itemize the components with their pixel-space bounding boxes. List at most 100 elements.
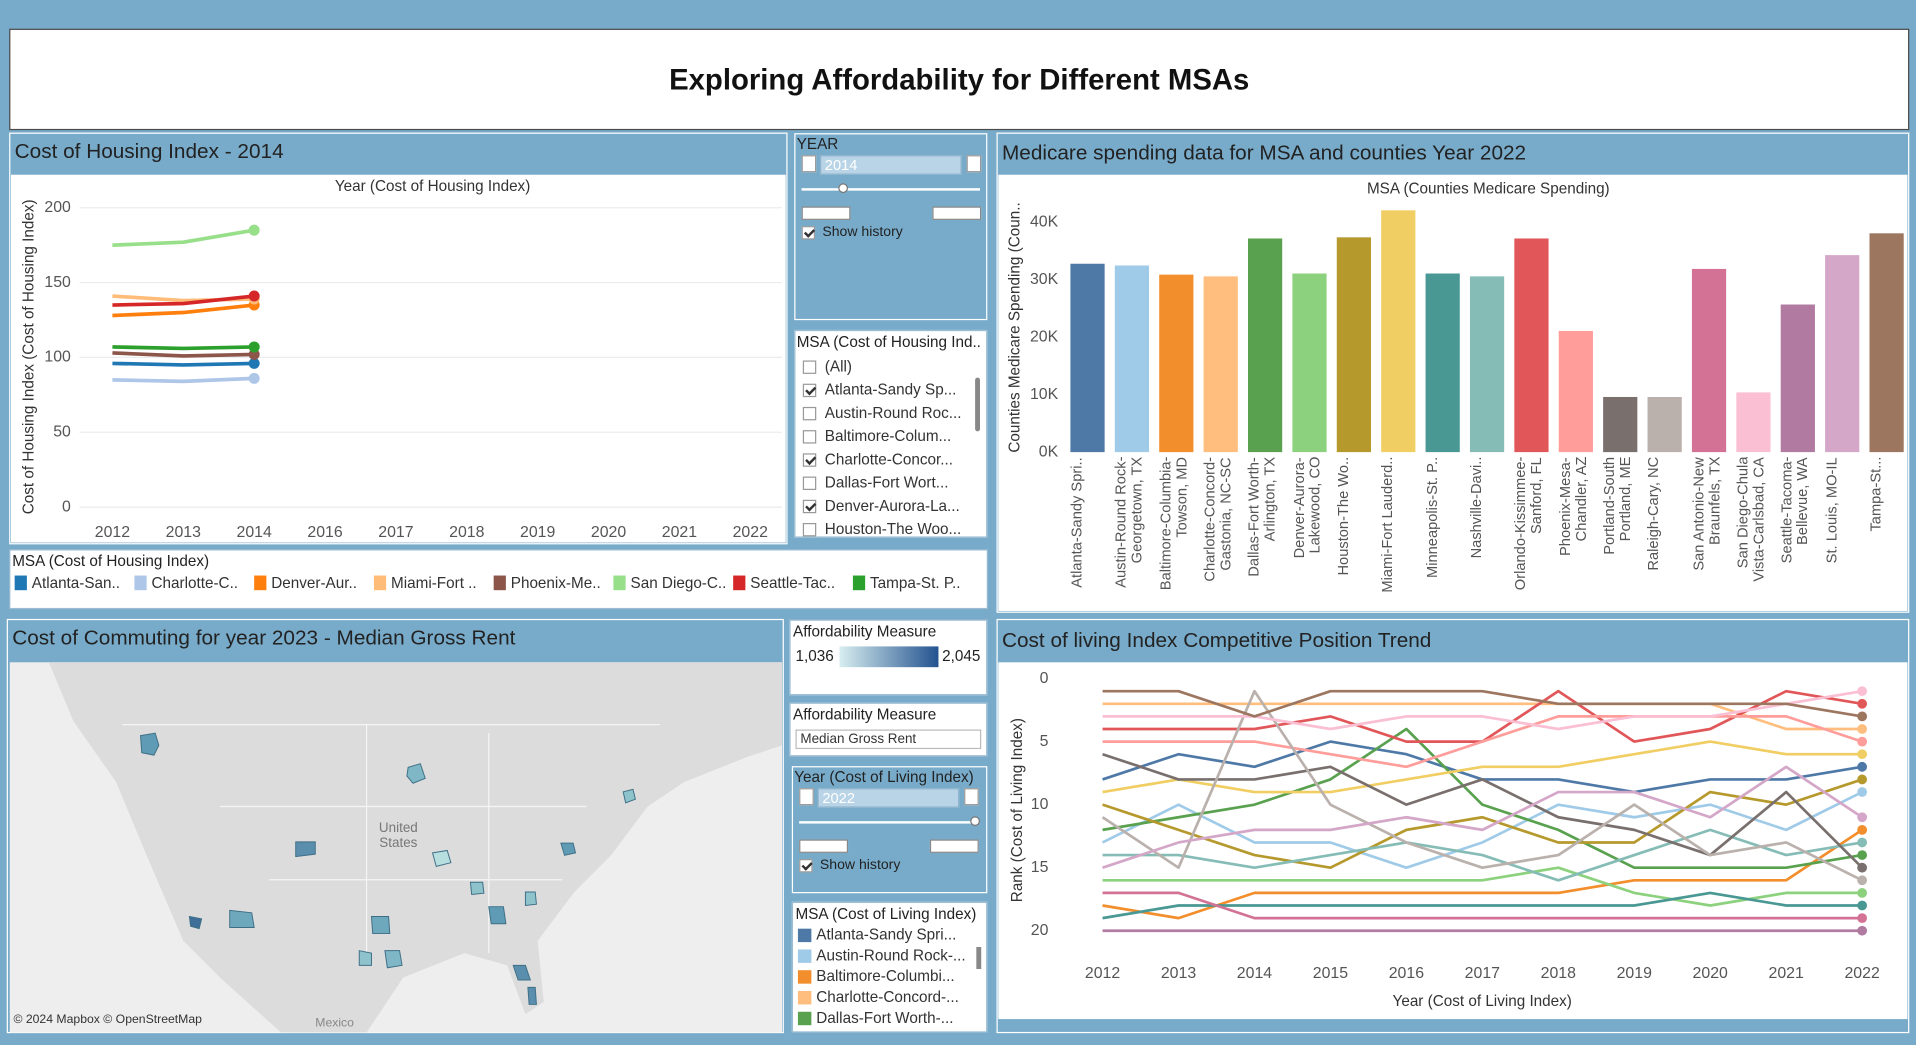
filter-item[interactable]: Houston-The Woo... bbox=[824, 520, 962, 538]
x-tick-label: 2020 bbox=[1693, 965, 1728, 982]
x-tick-label: Atlanta-Sandy Spri.. bbox=[1069, 457, 1086, 588]
legend-label: Dallas-Fort Worth-... bbox=[816, 1009, 954, 1027]
y-tick-label: 40K bbox=[1030, 214, 1059, 231]
filter-item[interactable]: Baltimore-Colum... bbox=[824, 427, 952, 445]
playback-controls[interactable] bbox=[801, 206, 851, 220]
filter-item[interactable]: Dallas-Fort Wort... bbox=[824, 474, 949, 492]
filter-panel: Affordability Measure Median Gross Rent bbox=[789, 702, 988, 757]
end-point bbox=[1857, 686, 1868, 697]
x-tick-label: Austin-Round Rock-Georgetown, TX bbox=[1113, 457, 1146, 589]
map-land bbox=[48, 662, 783, 1033]
legend-label: San Diego-C.. bbox=[631, 575, 727, 592]
msa-region bbox=[140, 732, 160, 756]
filter-title: MSA (Cost of Housing Ind.. bbox=[796, 333, 981, 351]
x-tick-label: 2021 bbox=[662, 524, 697, 541]
y-tick-label: 10K bbox=[1030, 386, 1059, 403]
series-line bbox=[1102, 891, 1863, 920]
series-line bbox=[112, 228, 255, 247]
x-tick-label: 2015 bbox=[1313, 965, 1348, 982]
year-dropdown[interactable]: 2014 bbox=[819, 155, 962, 175]
legend-label: Baltimore-Columbi... bbox=[816, 967, 955, 985]
end-point bbox=[248, 357, 260, 369]
bar bbox=[1691, 268, 1727, 453]
series-line bbox=[1102, 866, 1863, 907]
history-options[interactable] bbox=[929, 839, 979, 853]
filter-checkbox[interactable] bbox=[802, 522, 817, 537]
bar bbox=[1514, 238, 1549, 453]
x-tick-label: 2014 bbox=[236, 524, 271, 541]
msa-region bbox=[358, 950, 372, 966]
filter-checkbox[interactable] bbox=[802, 360, 817, 374]
prev-button[interactable] bbox=[801, 155, 817, 173]
prev-button[interactable] bbox=[799, 788, 814, 806]
panel-body bbox=[998, 662, 1908, 1020]
y-tick-label: 10 bbox=[1031, 796, 1049, 813]
series-line bbox=[112, 361, 255, 367]
filter-checkbox[interactable] bbox=[802, 430, 817, 444]
y-tick-label: 20 bbox=[1031, 922, 1049, 939]
end-point bbox=[1857, 787, 1868, 797]
filter-item[interactable]: Atlanta-Sandy Sp... bbox=[824, 381, 957, 399]
year-dropdown[interactable]: 2022 bbox=[817, 788, 960, 808]
filter-checkbox[interactable] bbox=[802, 406, 817, 421]
filter-checkbox[interactable] bbox=[802, 476, 817, 490]
msa-region bbox=[384, 950, 403, 969]
measure-dropdown[interactable]: Median Gross Rent bbox=[795, 729, 982, 750]
legend-swatch bbox=[373, 575, 387, 591]
filter-item[interactable]: (All) bbox=[824, 358, 852, 376]
bar bbox=[1247, 238, 1283, 453]
filter-panel: Year (Cost of Living Index) 2022 Show hist… bbox=[791, 766, 988, 894]
legend-label: Denver-Aur.. bbox=[271, 575, 357, 592]
y-tick-label: 30K bbox=[1030, 271, 1059, 288]
x-tick-label: Tampa-St... bbox=[1868, 457, 1885, 532]
filter-checkbox[interactable] bbox=[802, 499, 817, 514]
scrollbar bbox=[976, 947, 982, 969]
map-label: Mexico bbox=[315, 1016, 354, 1031]
filter-item[interactable]: Denver-Aurora-La... bbox=[824, 497, 960, 515]
y-tick-label: 15 bbox=[1031, 859, 1049, 876]
series-line bbox=[1102, 828, 1863, 882]
history-checkbox[interactable] bbox=[799, 859, 813, 873]
playback-controls[interactable] bbox=[799, 839, 849, 853]
end-point bbox=[1857, 925, 1868, 936]
history-checkbox[interactable] bbox=[801, 226, 816, 240]
x-tick-label: 2017 bbox=[1465, 965, 1500, 982]
x-tick-label: Houston-The Wo.. bbox=[1335, 457, 1352, 576]
filter-item[interactable]: Austin-Round Roc... bbox=[824, 404, 962, 422]
map bbox=[9, 662, 783, 1033]
slider-knob[interactable] bbox=[970, 816, 980, 827]
end-point bbox=[1857, 900, 1868, 911]
panel-title: Cost of Commuting for year 2023 - Median… bbox=[12, 627, 515, 650]
legend-swatch bbox=[797, 970, 812, 984]
legend-label: Atlanta-San.. bbox=[32, 575, 120, 592]
legend-label: Miami-Fort .. bbox=[391, 575, 477, 592]
filter-checkbox[interactable] bbox=[802, 453, 817, 467]
filter-item[interactable]: Charlotte-Concor... bbox=[824, 450, 954, 469]
x-tick-label: Denver-Aurora-Lakewood, CO bbox=[1291, 457, 1323, 559]
slider-knob[interactable] bbox=[838, 183, 849, 194]
x-tick-label: Charlotte-Concord-Gastonia, NC-SC bbox=[1202, 457, 1235, 582]
next-button[interactable] bbox=[964, 788, 979, 806]
filter-label: YEAR bbox=[796, 135, 839, 153]
legend-swatch bbox=[14, 575, 27, 591]
filter-checkbox[interactable] bbox=[802, 383, 817, 398]
next-button[interactable] bbox=[966, 155, 982, 173]
color-legend: Affordability Measure 1,036 2,045 bbox=[789, 619, 988, 696]
end-point bbox=[248, 224, 260, 236]
dashboard-title: Exploring Affordability for Different MS… bbox=[669, 64, 1249, 97]
end-point bbox=[248, 341, 260, 353]
series-line bbox=[1101, 790, 1863, 870]
bar bbox=[1336, 237, 1371, 453]
legend-swatch bbox=[797, 990, 812, 1005]
map-label: United States bbox=[378, 821, 418, 851]
x-tick-label: 2017 bbox=[378, 524, 413, 541]
msa-region bbox=[295, 841, 316, 858]
end-point bbox=[1857, 761, 1868, 772]
series-line bbox=[1101, 689, 1863, 882]
x-tick-label: Baltimore-Columbia-Towson, MD bbox=[1157, 457, 1190, 591]
end-point bbox=[1857, 862, 1868, 873]
legend-label: Seattle-Tac.. bbox=[750, 575, 835, 592]
history-options[interactable] bbox=[932, 206, 982, 220]
